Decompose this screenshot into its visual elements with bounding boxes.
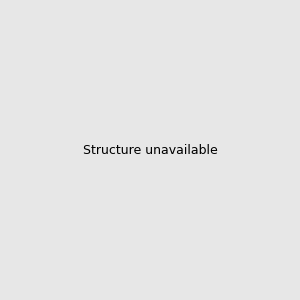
- Text: Structure unavailable: Structure unavailable: [82, 143, 218, 157]
